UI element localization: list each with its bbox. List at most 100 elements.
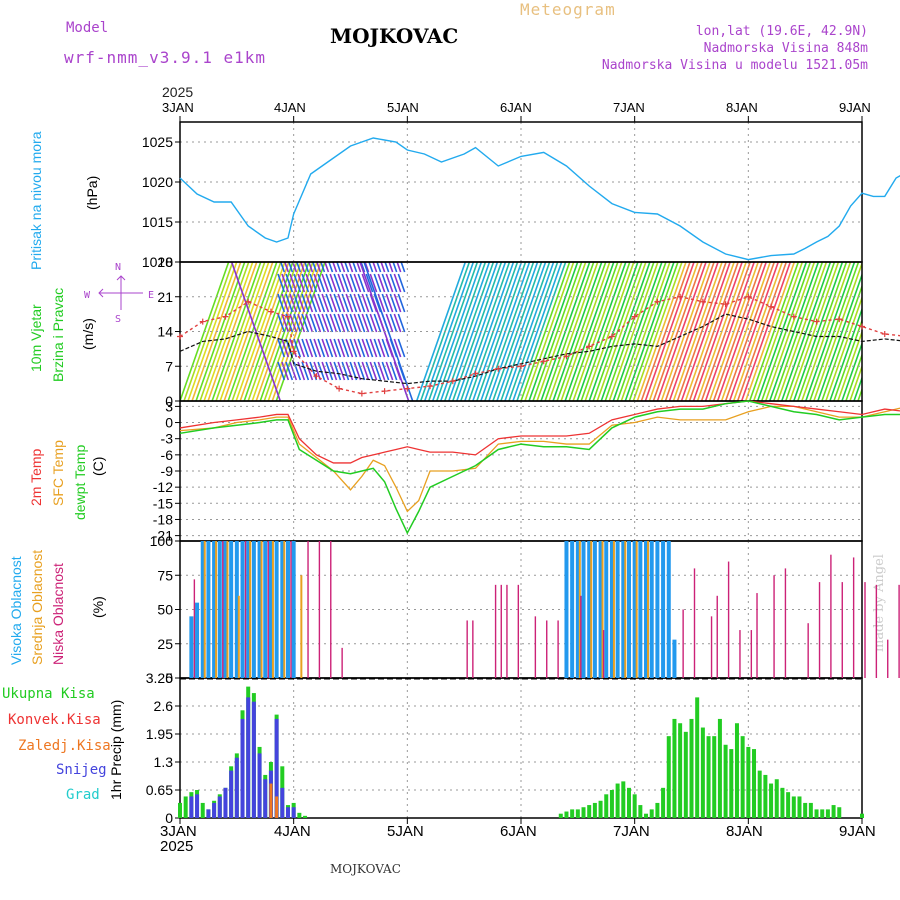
wind-barb [384, 262, 390, 273]
wind-barb [700, 262, 752, 401]
y-tick-label: 0.65 [146, 782, 173, 798]
wind-barb [732, 262, 784, 401]
wind-barb [664, 262, 715, 401]
wind-barb [337, 273, 346, 293]
wind-barb [393, 273, 402, 293]
altitude-label: Nadmorska Visina 848m [703, 41, 868, 56]
wind-barb [393, 338, 402, 358]
wind-barb [345, 273, 354, 293]
precip-total-bar [672, 718, 677, 818]
compass-east-label: E [148, 290, 155, 301]
wind-barb [789, 262, 840, 401]
wind-barb [304, 262, 310, 273]
wind-barb [309, 338, 318, 358]
wind-barb [317, 273, 326, 293]
mid-cloud-bar [249, 541, 252, 678]
wind-barb [301, 338, 310, 358]
wind-barb [369, 338, 378, 358]
wind-barb [389, 273, 398, 293]
high-cloud-bar [644, 541, 649, 678]
wind-barb [340, 262, 346, 273]
snow-bar [223, 787, 228, 818]
wind-gust-point [768, 303, 775, 310]
wind-gust-point [472, 370, 479, 377]
wind-barb [600, 262, 651, 401]
snow-bar [274, 718, 279, 818]
wind-barb [183, 262, 234, 401]
wind-gust-point [677, 293, 684, 300]
low-cloud-bar [818, 582, 821, 678]
high-cloud-bar [217, 541, 222, 678]
wind-barb [277, 293, 286, 313]
y-tick-label: 50 [157, 602, 173, 618]
wind-barb [472, 262, 523, 401]
wind-barb [305, 361, 314, 381]
high-cloud-bar [621, 541, 626, 678]
precip-total-bar [661, 787, 666, 818]
y-tick-label: 7 [165, 358, 173, 374]
wind-barb [397, 313, 406, 333]
pressure-line [179, 137, 900, 261]
wind-barb [620, 262, 671, 401]
wind-barb [616, 262, 667, 401]
wind-barb [829, 306, 862, 401]
wind-barb [431, 262, 483, 401]
high-cloud-bar [291, 541, 296, 678]
wind-barb [337, 293, 346, 313]
wind-barb [488, 262, 539, 401]
wind-barb [504, 262, 555, 401]
precip-total-bar [791, 796, 796, 818]
wind-barb [592, 262, 643, 401]
model-altitude-label: Nadmorska Visina u modelu 1521.05m [601, 58, 868, 73]
wind-barb [247, 262, 298, 401]
wind-barb [321, 338, 330, 358]
wind-barb [648, 262, 699, 401]
wind-gust-point [449, 378, 456, 385]
precip-total-bar [632, 794, 637, 818]
x-tick-bottom: 4JAN [274, 823, 311, 840]
low-cloud-bar [727, 561, 730, 678]
high-cloud-bar [638, 541, 643, 678]
wind-barb [359, 262, 410, 401]
wind-barb [369, 313, 378, 333]
wind-barb [423, 262, 475, 401]
wind-barb [385, 313, 394, 333]
wind-barb [496, 262, 547, 401]
wind-barb [277, 273, 286, 293]
y-tick-label: 3 [165, 398, 173, 414]
low-cloud-bar [830, 554, 832, 678]
low-cloud-bar [534, 616, 537, 678]
mid-cloud-bar [624, 541, 627, 678]
precip-total-bar [808, 802, 813, 818]
high-cloud-bar [195, 602, 200, 678]
y-tick-label: -15 [153, 495, 173, 511]
high-cloud-bar [626, 541, 631, 678]
mid-cloud-bar [647, 541, 650, 678]
precip-total-bar [786, 792, 791, 818]
high-cloud-bar [587, 541, 592, 678]
low-cloud-bar [852, 557, 855, 678]
wind-barb [508, 262, 559, 401]
wind-barb [377, 338, 386, 358]
wind-barb [373, 361, 382, 381]
x-tick-top: 3JAN [162, 100, 194, 115]
x-tick-bottom: 3JAN [160, 823, 197, 840]
precip-total-bar [666, 736, 671, 818]
wind-gust-point [284, 313, 291, 320]
wind-barb [572, 262, 623, 401]
high-cloud-bar [257, 541, 262, 678]
wind-barb [289, 293, 298, 313]
wind-barb [329, 313, 338, 333]
lonlat-label: lon,lat (19.6E, 42.9N) [695, 24, 868, 39]
low-cloud-bar [756, 593, 758, 678]
wind-barb [297, 273, 306, 293]
wind-barb [785, 262, 836, 401]
mid-cloud-bar [226, 541, 229, 678]
mid-cloud-bar [203, 541, 206, 678]
wind-gust-point [790, 313, 797, 320]
wind-barb [656, 262, 707, 401]
precip-total-bar [297, 812, 302, 818]
low-cloud-bar [693, 568, 696, 678]
wind-gust-point [518, 363, 524, 370]
precip-total-bar [626, 787, 631, 818]
